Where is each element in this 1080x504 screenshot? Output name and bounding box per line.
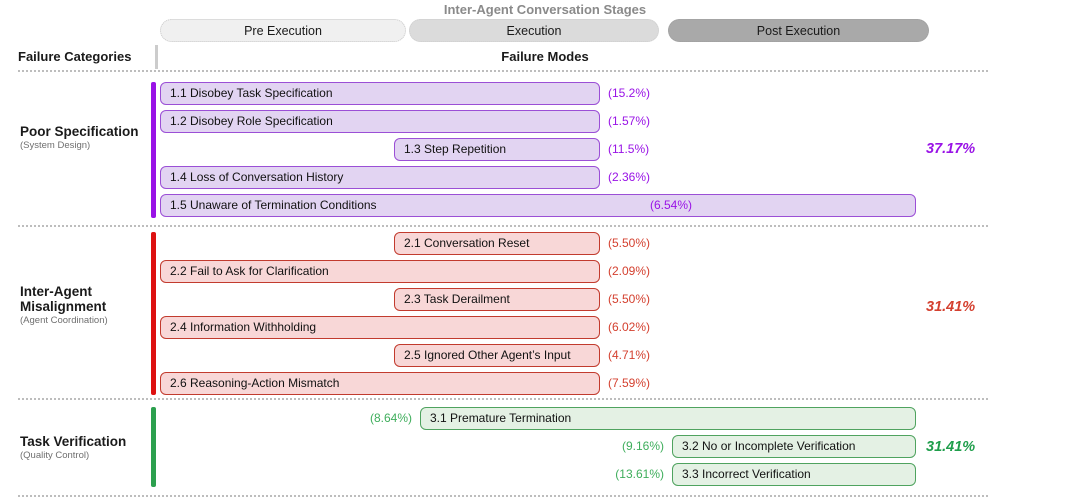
failure-mode-percentage: (11.5%) — [608, 142, 650, 156]
failure-mode-label: 2.3 Task Derailment — [404, 292, 510, 306]
failure-mode-bar: 3.3 Incorrect Verification — [672, 463, 916, 486]
accent-bar-task-verification — [151, 407, 156, 487]
failure-mode-bar: 1.3 Step Repetition — [394, 138, 600, 161]
failure-mode-bar: 1.1 Disobey Task Specification — [160, 82, 600, 105]
failure-mode-bar: 2.5 Ignored Other Agent’s Input — [394, 344, 600, 367]
failure-mode-bar: 2.3 Task Derailment — [394, 288, 600, 311]
failure-mode-percentage: (9.16%) — [621, 439, 664, 453]
failure-mode-label: 2.4 Information Withholding — [170, 320, 317, 334]
separator-section-2 — [18, 398, 988, 400]
failure-mode-bar: 3.1 Premature Termination — [420, 407, 916, 430]
failure-mode-percentage: (15.2%) — [608, 86, 651, 100]
failure-mode-bar: 1.4 Loss of Conversation History — [160, 166, 600, 189]
failure-mode-label: 1.2 Disobey Role Specification — [170, 114, 333, 128]
total-poor-specification: 37.17% — [926, 141, 976, 157]
separator-header — [18, 70, 988, 72]
failure-mode-percentage: (6.02%) — [608, 320, 651, 334]
stages-title: Inter-Agent Conversation Stages — [443, 2, 647, 17]
failure-mode-percentage: (2.09%) — [608, 264, 651, 278]
failure-mode-label: 1.4 Loss of Conversation History — [170, 170, 344, 184]
failure-mode-percentage: (13.61%) — [615, 467, 664, 481]
category-subtitle: (System Design) — [20, 140, 91, 151]
failure-mode-bar: 1.5 Unaware of Termination Conditions — [160, 194, 916, 217]
accent-bar-inter-agent-misalignment — [151, 232, 156, 395]
failure-mode-percentage: (6.54%) — [650, 198, 693, 212]
failure-mode-label: 1.5 Unaware of Termination Conditions — [170, 198, 377, 212]
failure-mode-label: 2.1 Conversation Reset — [404, 236, 530, 250]
category-subtitle: (Quality Control) — [20, 450, 90, 461]
failure-mode-percentage: (1.57%) — [608, 114, 651, 128]
category-name: Poor Specification — [20, 124, 139, 139]
total-task-verification: 31.41% — [926, 439, 976, 455]
failure-mode-bar: 2.6 Reasoning-Action Mismatch — [160, 372, 600, 395]
failure-mode-bar: 3.2 No or Incomplete Verification — [672, 435, 916, 458]
stage-pill-post-execution: Post Execution — [668, 19, 929, 42]
failure-mode-label: 2.5 Ignored Other Agent’s Input — [404, 348, 571, 362]
failure-categories-heading: Failure Categories — [18, 49, 132, 64]
category-inter-agent-misalignment: Inter-Agent Misalignment (Agent Coordina… — [20, 284, 155, 326]
failure-mode-label: 1.3 Step Repetition — [404, 142, 507, 156]
category-task-verification: Task Verification (Quality Control) — [20, 434, 170, 461]
separator-bottom — [18, 495, 988, 497]
stage-pill-execution: Execution — [409, 19, 659, 42]
failure-mode-bar: 2.1 Conversation Reset — [394, 232, 600, 255]
failure-mode-percentage: (2.36%) — [608, 170, 651, 184]
category-name: Inter-Agent Misalignment — [20, 284, 107, 314]
failure-mode-bar: 2.2 Fail to Ask for Clarification — [160, 260, 600, 283]
category-name: Task Verification — [20, 434, 127, 449]
separator-section-1 — [18, 225, 988, 227]
failure-mode-bar: 2.4 Information Withholding — [160, 316, 600, 339]
failure-mode-percentage: (5.50%) — [608, 292, 651, 306]
category-subtitle: (Agent Coordination) — [20, 315, 108, 326]
category-poor-specification: Poor Specification (System Design) — [20, 124, 140, 151]
total-inter-agent-misalignment: 31.41% — [926, 299, 976, 315]
failure-mode-label: 3.3 Incorrect Verification — [682, 467, 811, 481]
failure-mode-percentage: (7.59%) — [608, 376, 651, 390]
failure-mode-bar: 1.2 Disobey Role Specification — [160, 110, 600, 133]
stage-pill-pre-execution: Pre Execution — [160, 19, 406, 42]
accent-bar-poor-specification — [151, 82, 156, 218]
failure-mode-label: 3.1 Premature Termination — [430, 411, 572, 425]
failure-modes-heading: Failure Modes — [501, 49, 589, 64]
failure-mode-label: 1.1 Disobey Task Specification — [170, 86, 333, 100]
failure-mode-label: 2.2 Fail to Ask for Clarification — [170, 264, 329, 278]
failure-mode-percentage: (8.64%) — [369, 411, 412, 425]
failure-mode-label: 3.2 No or Incomplete Verification — [682, 439, 856, 453]
failure-mode-percentage: (5.50%) — [608, 236, 651, 250]
header-divider — [155, 45, 158, 69]
failure-mode-percentage: (4.71%) — [608, 348, 651, 362]
failure-mode-label: 2.6 Reasoning-Action Mismatch — [170, 376, 340, 390]
